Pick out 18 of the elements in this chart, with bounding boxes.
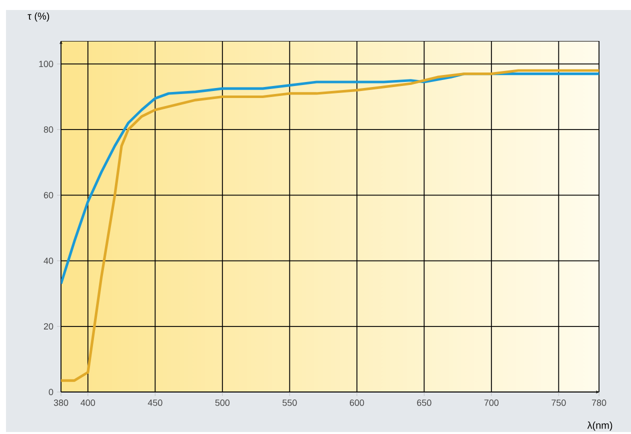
x-tick-label: 600 xyxy=(350,399,364,406)
y-tick-label: 0 xyxy=(48,388,54,396)
y-tick-label: 40 xyxy=(44,258,54,264)
x-tick-label: 450 xyxy=(148,399,162,406)
x-axis-title: λ(nm) xyxy=(587,421,612,431)
x-tick-label: 550 xyxy=(282,399,297,406)
y-tick-label: 20 xyxy=(44,323,54,330)
y-axis-title: τ (%) xyxy=(28,12,50,22)
x-tick-label: 650 xyxy=(417,399,432,406)
x-tick-label: 750 xyxy=(552,399,566,406)
y-tick-label: 60 xyxy=(44,192,54,198)
y-tick-label: 100 xyxy=(39,60,54,68)
x-tick-label: 780 xyxy=(592,399,606,406)
x-tick-label: 500 xyxy=(215,399,230,406)
x-tick-label: 400 xyxy=(80,399,96,406)
y-tick-label: 80 xyxy=(44,126,54,133)
x-tick-label: 700 xyxy=(484,399,499,406)
x-tick-label: 380 xyxy=(54,399,68,406)
